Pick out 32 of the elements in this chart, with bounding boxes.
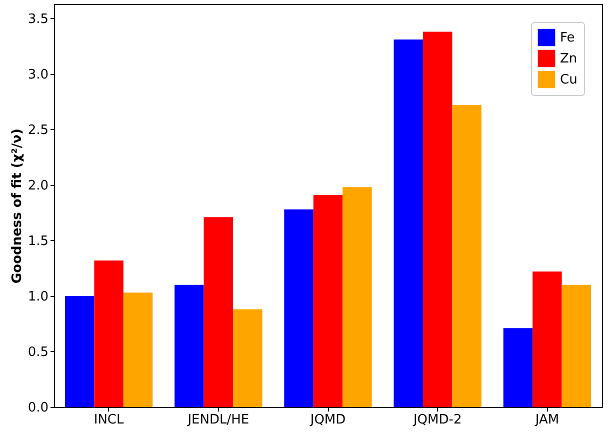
bar <box>503 328 533 407</box>
legend-label: Zn <box>560 52 578 66</box>
y-tick-label: 3.5 <box>28 12 48 27</box>
bar <box>233 309 262 407</box>
bar <box>342 187 372 407</box>
bar <box>394 40 423 407</box>
y-tick-label: 1.5 <box>28 234 48 249</box>
y-axis-title: Goodness of fit (χ²/ν) <box>10 128 25 284</box>
y-tick-label: 2.0 <box>28 178 48 194</box>
bar <box>532 272 562 407</box>
y-tick-label: 2.5 <box>28 122 48 138</box>
x-tick-label: JQMD-2 <box>412 412 462 428</box>
bar <box>422 32 452 407</box>
bar <box>284 209 314 407</box>
bar <box>452 105 482 407</box>
bar <box>313 194 343 407</box>
x-tick-label: JENDL/HE <box>186 412 250 428</box>
legend-label: Cu <box>560 72 578 88</box>
legend-label: Fe <box>560 30 575 46</box>
y-tick-label: 1.0 <box>28 289 48 304</box>
y-tick-label: 3.0 <box>28 67 48 82</box>
x-tick-label: JAM <box>534 412 560 428</box>
bar <box>64 296 94 407</box>
y-tick-label: 0.5 <box>28 344 48 360</box>
y-tick-label: 0.0 <box>28 400 48 416</box>
x-tick-label: JQMD <box>309 412 346 428</box>
x-tick-label: INCL <box>94 412 124 428</box>
bar <box>123 292 153 407</box>
bar <box>174 284 204 407</box>
bar <box>204 217 234 407</box>
bar <box>562 284 592 407</box>
bar <box>94 260 124 407</box>
